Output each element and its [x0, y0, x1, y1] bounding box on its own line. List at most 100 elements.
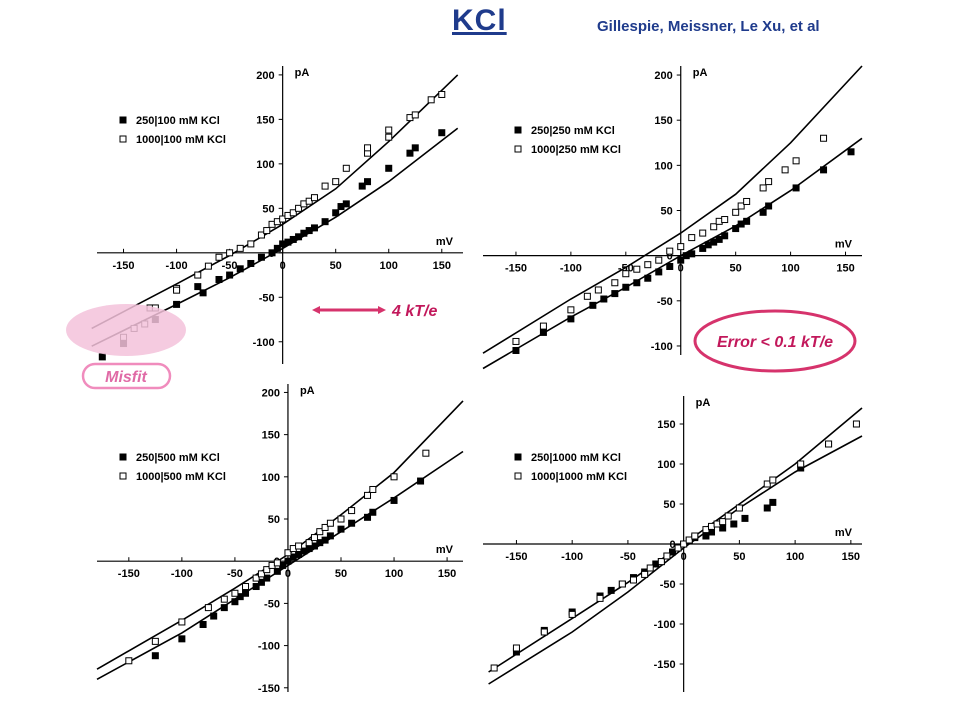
data-point-1000-100-mm-kcl	[385, 126, 393, 134]
y-tick-label: 0	[667, 251, 673, 263]
legend-marker	[119, 116, 127, 124]
data-point-250-500-mm-kcl	[284, 557, 292, 565]
data-point-1000-1000-mm-kcl	[646, 564, 654, 572]
data-point-1000-500-mm-kcl	[321, 523, 329, 531]
data-point-250-250-mm-kcl	[666, 262, 674, 270]
data-point-1000-250-mm-kcl	[666, 247, 674, 255]
data-point-1000-500-mm-kcl	[263, 566, 271, 574]
x-axis-label: mV	[835, 239, 853, 251]
data-point-1000-1000-mm-kcl	[769, 476, 777, 484]
error-label: Error < 0.1 kT/e	[717, 334, 833, 351]
data-point-1000-1000-mm-kcl	[657, 558, 665, 566]
data-point-1000-250-mm-kcl	[583, 292, 591, 300]
y-tick-label: -100	[651, 341, 673, 353]
legend-marker	[514, 126, 522, 134]
x-tick-label: 0	[681, 551, 687, 563]
x-tick-label: -100	[166, 260, 188, 272]
data-point-1000-500-mm-kcl	[204, 604, 212, 612]
data-point-250-250-mm-kcl	[611, 290, 619, 298]
data-point-250-250-mm-kcl	[732, 225, 740, 233]
data-point-1000-1000-mm-kcl	[618, 580, 626, 588]
x-tick-label: 0	[678, 263, 684, 275]
data-point-250-500-mm-kcl	[348, 519, 356, 527]
data-point-1000-250-mm-kcl	[594, 286, 602, 294]
data-point-250-1000-mm-kcl	[730, 520, 738, 528]
legend-marker	[514, 453, 522, 461]
data-point-250-100-mm-kcl	[358, 182, 366, 190]
x-tick-label: -50	[620, 551, 636, 563]
data-point-1000-250-mm-kcl	[611, 279, 619, 287]
x-tick-label: -100	[561, 551, 583, 563]
data-point-250-250-mm-kcl	[688, 250, 696, 258]
legend-label: 250|250 mM KCl	[531, 125, 615, 137]
data-point-1000-1000-mm-kcl	[719, 518, 727, 526]
data-point-250-100-mm-kcl	[332, 209, 340, 217]
data-point-1000-250-mm-kcl	[792, 157, 800, 165]
data-point-250-250-mm-kcl	[847, 148, 855, 156]
x-tick-label: 0	[280, 260, 286, 272]
data-point-1000-250-mm-kcl	[699, 229, 707, 237]
data-point-1000-250-mm-kcl	[820, 134, 828, 142]
y-tick-label: 100	[256, 159, 274, 171]
y-axis-label: pA	[693, 67, 708, 79]
data-point-1000-1000-mm-kcl	[641, 570, 649, 578]
y-tick-label: 100	[657, 459, 675, 471]
data-point-250-500-mm-kcl	[337, 525, 345, 533]
data-point-1000-100-mm-kcl	[427, 96, 435, 104]
data-point-1000-250-mm-kcl	[743, 197, 751, 205]
data-point-1000-100-mm-kcl	[173, 286, 181, 294]
data-point-250-1000-mm-kcl	[669, 548, 676, 556]
y-tick-label: -50	[264, 598, 280, 610]
data-point-1000-500-mm-kcl	[231, 589, 239, 597]
data-point-1000-250-mm-kcl	[737, 202, 745, 210]
x-tick-label: 100	[786, 551, 804, 563]
data-point-250-500-mm-kcl	[220, 604, 228, 612]
legend-label: 250|1000 mM KCl	[531, 452, 621, 464]
data-point-1000-100-mm-kcl	[295, 204, 303, 212]
data-point-1000-1000-mm-kcl	[691, 532, 699, 540]
y-tick-label: 150	[256, 114, 274, 126]
data-point-250-250-mm-kcl	[743, 217, 751, 225]
y-tick-label: 150	[262, 430, 280, 442]
y-tick-label: -100	[253, 337, 275, 349]
data-point-250-500-mm-kcl	[210, 612, 218, 620]
data-point-250-100-mm-kcl	[226, 271, 234, 279]
x-tick-label: -150	[505, 551, 527, 563]
data-point-250-500-mm-kcl	[273, 567, 281, 575]
y-tick-label: 200	[262, 387, 280, 399]
data-point-250-100-mm-kcl	[268, 249, 276, 257]
data-point-1000-250-mm-kcl	[644, 261, 652, 269]
legend-label: 1000|500 mM KCl	[136, 471, 226, 483]
data-point-1000-1000-mm-kcl	[825, 440, 833, 448]
data-point-1000-100-mm-kcl	[310, 194, 318, 202]
data-point-1000-1000-mm-kcl	[512, 644, 520, 652]
x-axis-label: mV	[835, 527, 853, 539]
y-tick-label: 0	[670, 539, 676, 551]
data-point-1000-100-mm-kcl	[438, 90, 446, 98]
data-point-250-500-mm-kcl	[417, 477, 425, 485]
data-point-1000-100-mm-kcl	[236, 244, 244, 252]
x-tick-label: -150	[113, 260, 135, 272]
data-point-1000-250-mm-kcl	[781, 166, 789, 174]
data-point-1000-100-mm-kcl	[305, 197, 313, 205]
data-point-1000-250-mm-kcl	[633, 265, 641, 273]
fit-line-250-1000-mm-kcl	[488, 435, 863, 685]
kt-arrow-left-head	[312, 306, 320, 314]
data-point-250-500-mm-kcl	[369, 508, 377, 516]
data-point-1000-250-mm-kcl	[765, 178, 773, 186]
data-point-1000-500-mm-kcl	[326, 519, 334, 527]
data-point-1000-500-mm-kcl	[125, 657, 133, 665]
data-point-250-500-mm-kcl	[364, 513, 372, 521]
y-tick-label: 50	[663, 499, 675, 511]
data-point-1000-1000-mm-kcl	[663, 552, 671, 560]
data-point-1000-1000-mm-kcl	[797, 460, 805, 468]
data-point-1000-500-mm-kcl	[220, 595, 228, 603]
data-point-250-250-mm-kcl	[600, 295, 608, 303]
data-point-1000-100-mm-kcl	[321, 182, 329, 190]
x-tick-label: 150	[836, 263, 854, 275]
data-point-250-500-mm-kcl	[231, 598, 239, 606]
data-point-250-500-mm-kcl	[263, 574, 271, 582]
data-point-250-100-mm-kcl	[321, 218, 329, 226]
legend-label: 250|100 mM KCl	[136, 115, 220, 127]
x-tick-label: 150	[842, 551, 860, 563]
